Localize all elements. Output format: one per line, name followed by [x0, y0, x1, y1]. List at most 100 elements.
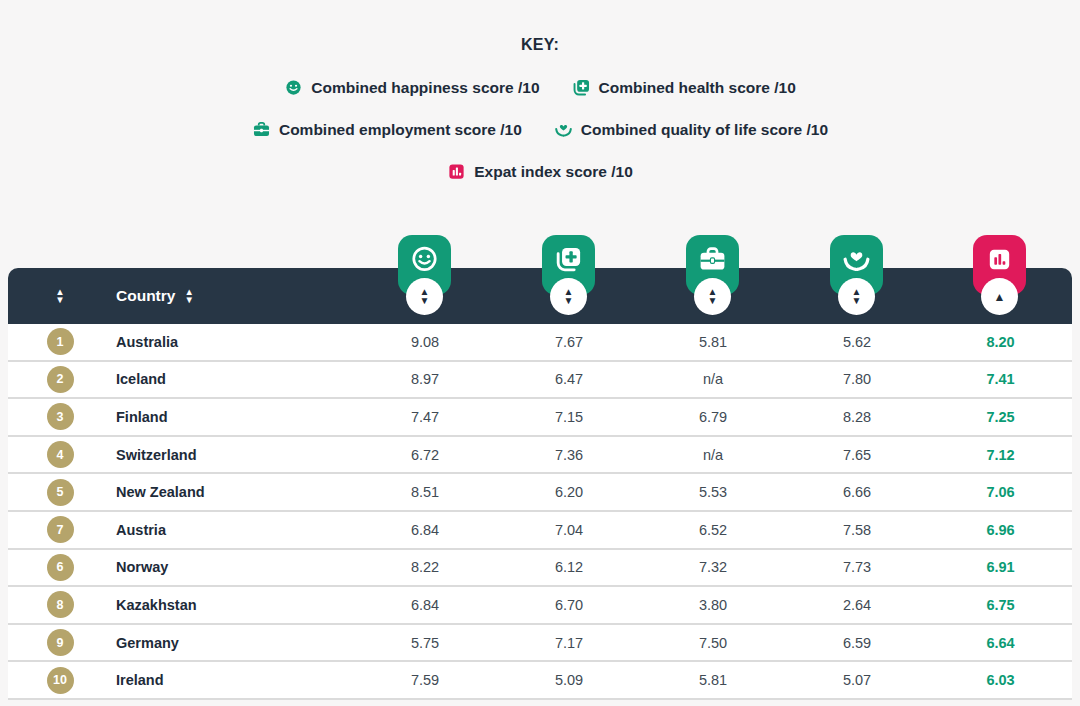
score-cell-happiness: 7.47	[353, 409, 497, 425]
score-cell-expat-index: 6.91	[929, 559, 1072, 575]
table-header: ▲ ▼ Country ▲ ▼	[8, 268, 1072, 324]
sort-employment-button[interactable]: ▲ ▼	[694, 278, 731, 315]
score-cell-happiness: 8.51	[353, 484, 497, 500]
employment-icon	[252, 120, 271, 139]
score-cell-happiness: 6.84	[353, 522, 497, 538]
score-cell-employment: 7.32	[641, 559, 785, 575]
score-cell-quality-of-life: 5.07	[785, 672, 929, 688]
rank-cell: 5	[8, 479, 112, 506]
rank-cell: 3	[8, 403, 112, 430]
legend-label: Combined employment score /10	[279, 121, 522, 139]
legend-label: Combined health score /10	[599, 79, 796, 97]
score-cell-expat-index: 7.41	[929, 371, 1072, 387]
table-row: 3 Finland 7.47 7.15 6.79 8.28 7.25	[8, 399, 1072, 437]
score-cell-quality-of-life: 5.62	[785, 334, 929, 350]
sort-quality-of-life-button[interactable]: ▲ ▼	[838, 278, 875, 315]
score-cell-health: 6.12	[497, 559, 641, 575]
score-cell-employment: 5.53	[641, 484, 785, 500]
country-header-label: Country	[116, 287, 175, 305]
sort-health-button[interactable]: ▲ ▼	[550, 278, 587, 315]
rank-badge: 6	[47, 554, 74, 581]
rank-badge: 3	[47, 403, 74, 430]
legend-row-2: Combined employment score /10 Combined q…	[0, 120, 1080, 139]
rank-cell: 9	[8, 629, 112, 656]
score-cell-health: 7.04	[497, 522, 641, 538]
rank-cell: 2	[8, 366, 112, 393]
sort-down-icon: ▼	[420, 297, 430, 306]
rank-cell: 1	[8, 328, 112, 355]
country-name: Finland	[112, 409, 353, 425]
country-name: Austria	[112, 522, 353, 538]
sort-happiness-button[interactable]: ▲ ▼	[406, 278, 443, 315]
score-cell-quality-of-life: 2.64	[785, 597, 929, 613]
table-row: 1 Australia 9.08 7.67 5.81 5.62 8.20	[8, 324, 1072, 362]
score-cell-quality-of-life: 8.28	[785, 409, 929, 425]
rank-badge: 1	[47, 328, 74, 355]
quality-of-life-icon	[554, 120, 573, 139]
score-cell-health: 7.17	[497, 635, 641, 651]
score-cell-happiness: 8.97	[353, 371, 497, 387]
score-cell-employment: 5.81	[641, 672, 785, 688]
score-cell-health: 5.09	[497, 672, 641, 688]
legend-item-happiness: Combined happiness score /10	[284, 78, 539, 97]
country-name: Germany	[112, 635, 353, 651]
score-cell-expat-index: 6.64	[929, 635, 1072, 651]
score-cell-employment: 5.81	[641, 334, 785, 350]
rank-cell: 7	[8, 516, 112, 543]
legend-label: Combined happiness score /10	[311, 79, 539, 97]
legend: KEY: Combined happiness score /10 Combin…	[0, 0, 1080, 181]
score-cell-employment: n/a	[641, 371, 785, 387]
score-cell-health: 7.15	[497, 409, 641, 425]
rank-badge: 10	[47, 667, 74, 694]
score-cell-happiness: 7.59	[353, 672, 497, 688]
score-cell-quality-of-life: 6.66	[785, 484, 929, 500]
score-cell-health: 7.67	[497, 334, 641, 350]
score-cell-quality-of-life: 7.65	[785, 447, 929, 463]
legend-label: Combined quality of life score /10	[581, 121, 828, 139]
happiness-icon	[284, 78, 303, 97]
column-health: ▲ ▼	[542, 235, 595, 321]
table-row: 5 New Zealand 8.51 6.20 5.53 6.66 7.06	[8, 474, 1072, 512]
sort-icon: ▲ ▼	[184, 288, 193, 304]
country-name: Iceland	[112, 371, 353, 387]
legend-label: Expat index score /10	[474, 163, 633, 181]
sort-expat-index-button[interactable]: ▲	[981, 278, 1018, 315]
score-cell-expat-index: 6.75	[929, 597, 1072, 613]
country-name: Australia	[112, 334, 353, 350]
sort-down-icon: ▼	[708, 297, 718, 306]
table-row: 7 Austria 6.84 7.04 6.52 7.58 6.96	[8, 512, 1072, 550]
expat-index-icon	[447, 162, 466, 181]
score-cell-employment: 7.50	[641, 635, 785, 651]
sort-country-button[interactable]: Country ▲ ▼	[112, 287, 353, 305]
legend-item-quality-of-life: Combined quality of life score /10	[554, 120, 828, 139]
legend-item-expat-index: Expat index score /10	[447, 162, 633, 181]
column-employment: ▲ ▼	[686, 235, 739, 321]
legend-item-health: Combined health score /10	[572, 78, 796, 97]
country-name: Norway	[112, 559, 353, 575]
column-expat-index: ▲	[973, 235, 1026, 321]
health-icon	[572, 78, 591, 97]
sort-rank-button[interactable]: ▲ ▼	[45, 288, 75, 304]
score-cell-quality-of-life: 6.59	[785, 635, 929, 651]
table-body: 1 Australia 9.08 7.67 5.81 5.62 8.20 2 I…	[8, 324, 1072, 700]
rank-cell: 4	[8, 441, 112, 468]
country-name: Kazakhstan	[112, 597, 353, 613]
rank-badge: 2	[47, 366, 74, 393]
score-cell-quality-of-life: 7.58	[785, 522, 929, 538]
column-happiness: ▲ ▼	[398, 235, 451, 321]
legend-row-1: Combined happiness score /10 Combined he…	[0, 78, 1080, 97]
table-row: 9 Germany 5.75 7.17 7.50 6.59 6.64	[8, 625, 1072, 663]
rankings-table: ▲ ▼ ▲ ▼ ▲ ▼	[8, 268, 1072, 700]
country-name: Switzerland	[112, 447, 353, 463]
rank-badge: 9	[47, 629, 74, 656]
sort-down-icon: ▼	[184, 296, 193, 304]
sort-down-icon: ▼	[55, 296, 64, 304]
score-cell-happiness: 5.75	[353, 635, 497, 651]
rank-cell: 6	[8, 554, 112, 581]
sort-up-icon: ▲	[994, 291, 1006, 303]
rank-badge: 7	[47, 516, 74, 543]
table-row: 2 Iceland 8.97 6.47 n/a 7.80 7.41	[8, 362, 1072, 400]
score-cell-happiness: 6.84	[353, 597, 497, 613]
rank-cell: 10	[8, 667, 112, 694]
score-cell-expat-index: 6.03	[929, 672, 1072, 688]
